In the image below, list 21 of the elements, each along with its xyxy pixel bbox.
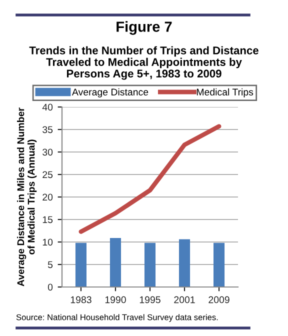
- y-tick-label: 25: [42, 171, 53, 178]
- source-note: Source: National Household Travel Survey data series.: [16, 314, 218, 322]
- y-axis-title: Average Distance in Miles and Number of Medical Trips (Annual): [17, 108, 37, 286]
- y-tick-label: 20: [42, 194, 53, 201]
- chart-subtitle: Trends in the Number of Trips and Distance Traveled to Medical Appointments by Persons Age 5+, 1983 to 2009: [29, 46, 258, 80]
- x-tick-label: 1983: [70, 296, 92, 304]
- y-tick-label: 5: [48, 261, 53, 268]
- y-tick-label: 35: [42, 126, 53, 134]
- chart-title: Figure 7: [116, 21, 172, 35]
- x-tick-label: 1995: [140, 296, 160, 304]
- y-tick-label: 15: [42, 216, 53, 224]
- x-tick-label: 1990: [105, 296, 126, 304]
- y-tick-label: 30: [42, 148, 53, 156]
- legend-label: Medical Trips: [196, 88, 254, 98]
- line-series: [78, 124, 222, 234]
- x-tick-label: 2001: [174, 296, 195, 304]
- x-tick-label: 2009: [208, 296, 230, 304]
- y-tick-label: 0: [48, 284, 53, 291]
- y-tick-label: 10: [42, 238, 53, 246]
- legend-label: Average Distance: [72, 88, 148, 98]
- y-tick-label: 40: [42, 104, 53, 111]
